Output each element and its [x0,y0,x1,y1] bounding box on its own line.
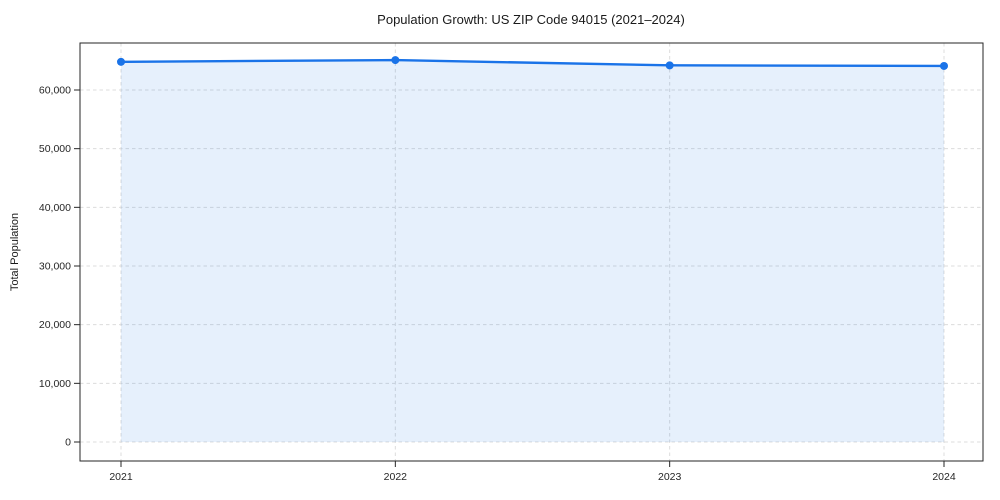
x-tick-label: 2024 [932,471,956,483]
data-point [117,57,125,66]
x-tick-label: 2022 [384,471,408,483]
data-line [119,58,946,68]
y-tick-label: 20,000 [39,319,71,331]
y-tick-label: 40,000 [39,202,71,214]
plot-border [79,42,984,462]
chart-title: Population Growth: US ZIP Code 94015 (20… [377,12,685,27]
data-point [665,61,674,70]
y-tick-label: 30,000 [39,261,71,273]
y-tick-label: 50,000 [39,143,71,155]
y-axis-label: Total Population [9,213,21,291]
y-tick-label: 0 [65,437,71,449]
data-point [940,61,948,70]
data-point [391,56,400,65]
area-fill [121,60,944,442]
y-tick-label: 10,000 [39,378,71,390]
x-tick-label: 2023 [658,471,682,483]
plot-area: 0 10,000 20,000 30,000 40,000 50,000 60,000 202… [39,42,984,483]
y-tick-label: 60,000 [39,85,71,97]
x-tick-label: 2021 [109,471,133,483]
